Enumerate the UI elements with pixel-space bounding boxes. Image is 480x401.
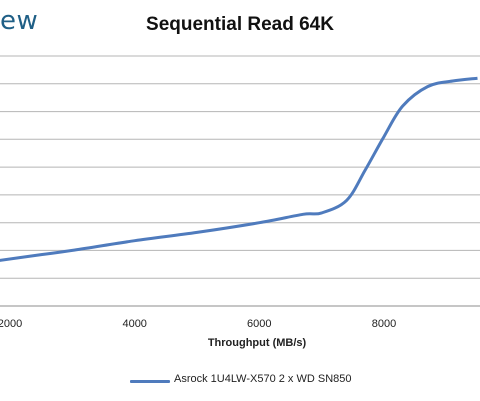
legend-label: Asrock 1U4LW-X570 2 x WD SN850 bbox=[174, 373, 352, 385]
gridlines bbox=[0, 55, 480, 307]
x-tick-label: 6000 bbox=[247, 318, 271, 330]
x-axis-title: Throughput (MB/s) bbox=[207, 337, 307, 349]
x-tick-label: 8000 bbox=[372, 318, 396, 330]
x-tick-label: 2000 bbox=[0, 318, 22, 330]
series-layer bbox=[0, 76, 478, 262]
x-tick-label: 4000 bbox=[122, 318, 146, 330]
legend: Asrock 1U4LW-X570 2 x WD SN850 bbox=[0, 372, 480, 390]
x-tick-labels: 2000 4000 6000 8000 bbox=[0, 318, 396, 330]
series-line bbox=[0, 76, 478, 262]
logo-text-fragment: ew bbox=[0, 6, 39, 36]
legend-swatch bbox=[130, 380, 170, 383]
chart-title: Sequential Read 64K bbox=[146, 14, 334, 35]
